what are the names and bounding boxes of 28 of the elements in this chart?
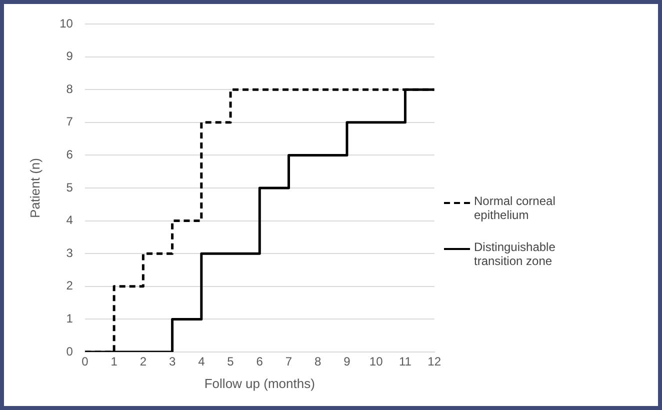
y-tick-label: 7 xyxy=(66,114,74,129)
x-tick-label: 8 xyxy=(314,354,322,369)
y-tick-label: 1 xyxy=(66,312,74,326)
x-axis-title: Follow up (months) xyxy=(204,376,315,391)
x-tick-label: 9 xyxy=(344,354,351,369)
y-tick-label: 5 xyxy=(66,180,74,194)
y-tick-label: 3 xyxy=(66,246,74,260)
y-tick-label: 4 xyxy=(66,213,74,228)
x-tick-label: 12 xyxy=(428,354,442,369)
y-tick-label: 10 xyxy=(60,16,74,30)
x-tick-label: 0 xyxy=(82,354,89,369)
x-tick-label: 10 xyxy=(369,354,384,369)
x-tick-label: 7 xyxy=(285,354,292,369)
x-tick-label: 2 xyxy=(140,354,147,369)
y-tick-label: 8 xyxy=(66,82,74,96)
y-tick-label: 6 xyxy=(66,148,74,162)
x-tick-label: 11 xyxy=(398,354,412,369)
legend-label: Distinguishable transition zone xyxy=(474,240,556,268)
legend-label: Normal corneal epithelium xyxy=(474,194,556,222)
x-tick-label: 4 xyxy=(198,354,206,369)
y-axis-title: Patient (n) xyxy=(27,158,42,218)
x-tick-label: 3 xyxy=(168,354,176,369)
y-tick-label: 9 xyxy=(66,49,74,64)
x-tick-label: 1 xyxy=(110,354,118,369)
y-tick-label: 0 xyxy=(66,344,74,358)
x-tick-label: 5 xyxy=(227,354,234,369)
y-tick-label: 2 xyxy=(66,278,74,293)
x-tick-label: 6 xyxy=(256,354,264,369)
